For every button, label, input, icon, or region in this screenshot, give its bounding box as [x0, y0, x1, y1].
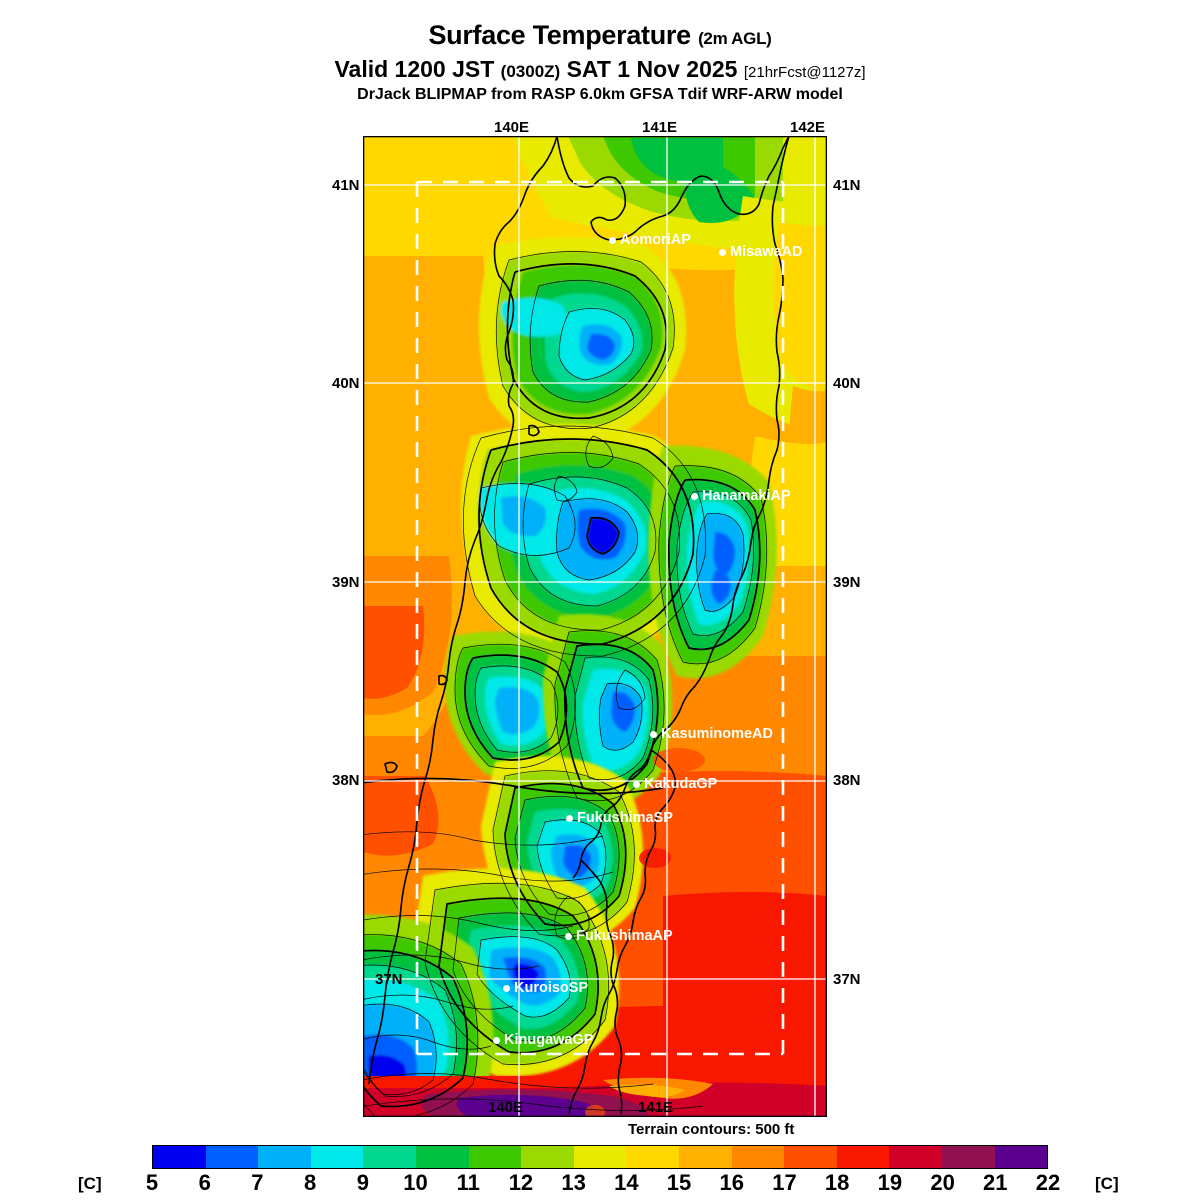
colorbar-band-8 — [310, 1146, 364, 1168]
city-label-hanamakiap: HanamakiAP — [702, 488, 791, 504]
city-marker-dot — [566, 815, 573, 822]
colorbar-band-6 — [205, 1146, 259, 1168]
lat-label-left-4: 37N — [375, 971, 403, 988]
city-label-kakudagp: KakudaGP — [644, 776, 718, 792]
colorbar-band-18 — [836, 1146, 890, 1168]
colorbar-tick-13: 13 — [561, 1170, 586, 1195]
city-label-misawaad: MisawaAD — [730, 244, 803, 260]
lat-label-right-3: 38N — [833, 772, 861, 789]
colorbar-tick-10: 10 — [403, 1170, 428, 1195]
lat-label-right-0: 41N — [833, 177, 861, 194]
colorbar-tick-21: 21 — [983, 1170, 1008, 1195]
city-marker-dot — [565, 933, 572, 940]
valid-time-line: Valid 1200 JST (0300Z) SAT 1 Nov 2025 [2… — [0, 58, 1200, 81]
colorbar-tick-9: 9 — [356, 1170, 369, 1195]
lon-label-bottom-0: 140E — [488, 1099, 524, 1116]
colorbar-band-10 — [415, 1146, 469, 1168]
page-title: Surface Temperature (2m AGL) — [0, 22, 1200, 49]
colorbar-tick-18: 18 — [824, 1170, 850, 1195]
lat-label-left-1: 40N — [332, 375, 360, 392]
colorbar-tick-20: 20 — [930, 1170, 955, 1195]
colorbar-band-19 — [889, 1146, 942, 1168]
colorbar-band-5 — [153, 1146, 206, 1168]
colorbar-band-9 — [363, 1146, 416, 1168]
lon-label-top-2: 142E — [790, 119, 826, 136]
colorbar-tick-7: 7 — [251, 1170, 264, 1195]
terrain-contour-note: Terrain contours: 500 ft — [628, 1121, 795, 1138]
forecast-stamp: [21hrFcst@1127z] — [743, 64, 866, 81]
lat-label-left-0: 41N — [332, 177, 360, 194]
colorbar-ticks: 5 6 7 8 9 10 11 12 13 14 15 16 17 18 19 20 21 22 — [146, 1170, 1060, 1198]
city-marker-dot — [650, 731, 657, 738]
city-label-fukushimasp: FukushimaSP — [577, 810, 673, 826]
colorbar-tick-8: 8 — [303, 1170, 317, 1195]
city-label-kinugawagp: KinugawaGP — [504, 1032, 594, 1048]
colorbar-tick-12: 12 — [508, 1170, 534, 1195]
colorbar-band-13 — [573, 1146, 627, 1168]
valid-utc-time: (0300Z) — [500, 62, 561, 81]
colorbar-unit-right: [C] — [1095, 1174, 1119, 1193]
lon-label-top-0: 140E — [494, 119, 530, 136]
city-label-aomoriap: AomoriAP — [620, 232, 691, 248]
colorbar-band-15 — [678, 1146, 732, 1168]
lat-label-right-2: 39N — [833, 574, 861, 591]
colorbar-tick-6: 6 — [198, 1170, 211, 1195]
city-marker-dot — [719, 249, 726, 256]
colorbar-band-21 — [994, 1146, 1048, 1168]
lat-label-right-4: 37N — [833, 971, 861, 988]
title-main-text: Surface Temperature — [428, 20, 691, 50]
colorbar-tick-16: 16 — [719, 1170, 744, 1195]
city-marker-dot — [493, 1037, 500, 1044]
city-marker-dot — [609, 237, 616, 244]
city-label-fukushimaap: FukushimaAP — [576, 928, 673, 944]
city-marker-dot — [633, 781, 640, 788]
title-block: Surface Temperature (2m AGL) Valid 1200 … — [0, 0, 1200, 103]
colorbar — [152, 1145, 1048, 1169]
lat-label-right-1: 40N — [833, 375, 861, 392]
model-source-line: DrJack BLIPMAP from RASP 6.0km GFSA Tdif… — [357, 86, 843, 103]
city-label-kuroisosp: KuroisoSP — [514, 980, 589, 996]
colorbar-tick-11: 11 — [456, 1170, 480, 1195]
colorbar-band-7 — [258, 1146, 311, 1168]
lat-label-left-3: 38N — [332, 772, 360, 789]
colorbar-unit-left: [C] — [78, 1174, 102, 1193]
colorbar-band-16 — [731, 1146, 785, 1168]
map-panel[interactable]: AomoriAP MisawaAD HanamakiAP KasuminomeAD Ka… — [363, 136, 827, 1117]
colorbar-band-20 — [941, 1146, 995, 1168]
valid-date: SAT 1 Nov 2025 — [566, 56, 738, 82]
colorbar-tick-19: 19 — [877, 1170, 903, 1195]
colorbar-panel: [C] [C] 5 6 7 8 9 10 11 12 13 14 15 16 17 18 19 20 21 22 — [0, 1140, 1200, 1200]
city-marker-dot — [503, 985, 510, 992]
lat-label-left-2: 39N — [332, 574, 360, 591]
colorbar-tick-17: 17 — [772, 1170, 797, 1195]
colorbar-band-11 — [468, 1146, 522, 1168]
city-marker-dot — [691, 493, 698, 500]
city-label-kasuminomead: KasuminomeAD — [661, 726, 773, 742]
lon-label-top-1: 141E — [642, 119, 678, 136]
colorbar-tick-5: 5 — [145, 1170, 159, 1195]
colorbar-band-14 — [626, 1146, 679, 1168]
colorbar-tick-22: 22 — [1035, 1170, 1061, 1195]
colorbar-band-17 — [784, 1146, 837, 1168]
valid-local-time: Valid 1200 JST — [334, 56, 495, 82]
lon-label-bottom-1: 141E — [638, 1099, 674, 1116]
temperature-map[interactable] — [363, 136, 827, 1117]
colorbar-tick-15: 15 — [666, 1170, 692, 1195]
colorbar-tick-14: 14 — [614, 1170, 639, 1195]
colorbar-band-12 — [521, 1146, 574, 1168]
title-level-text: (2m AGL) — [698, 29, 772, 48]
